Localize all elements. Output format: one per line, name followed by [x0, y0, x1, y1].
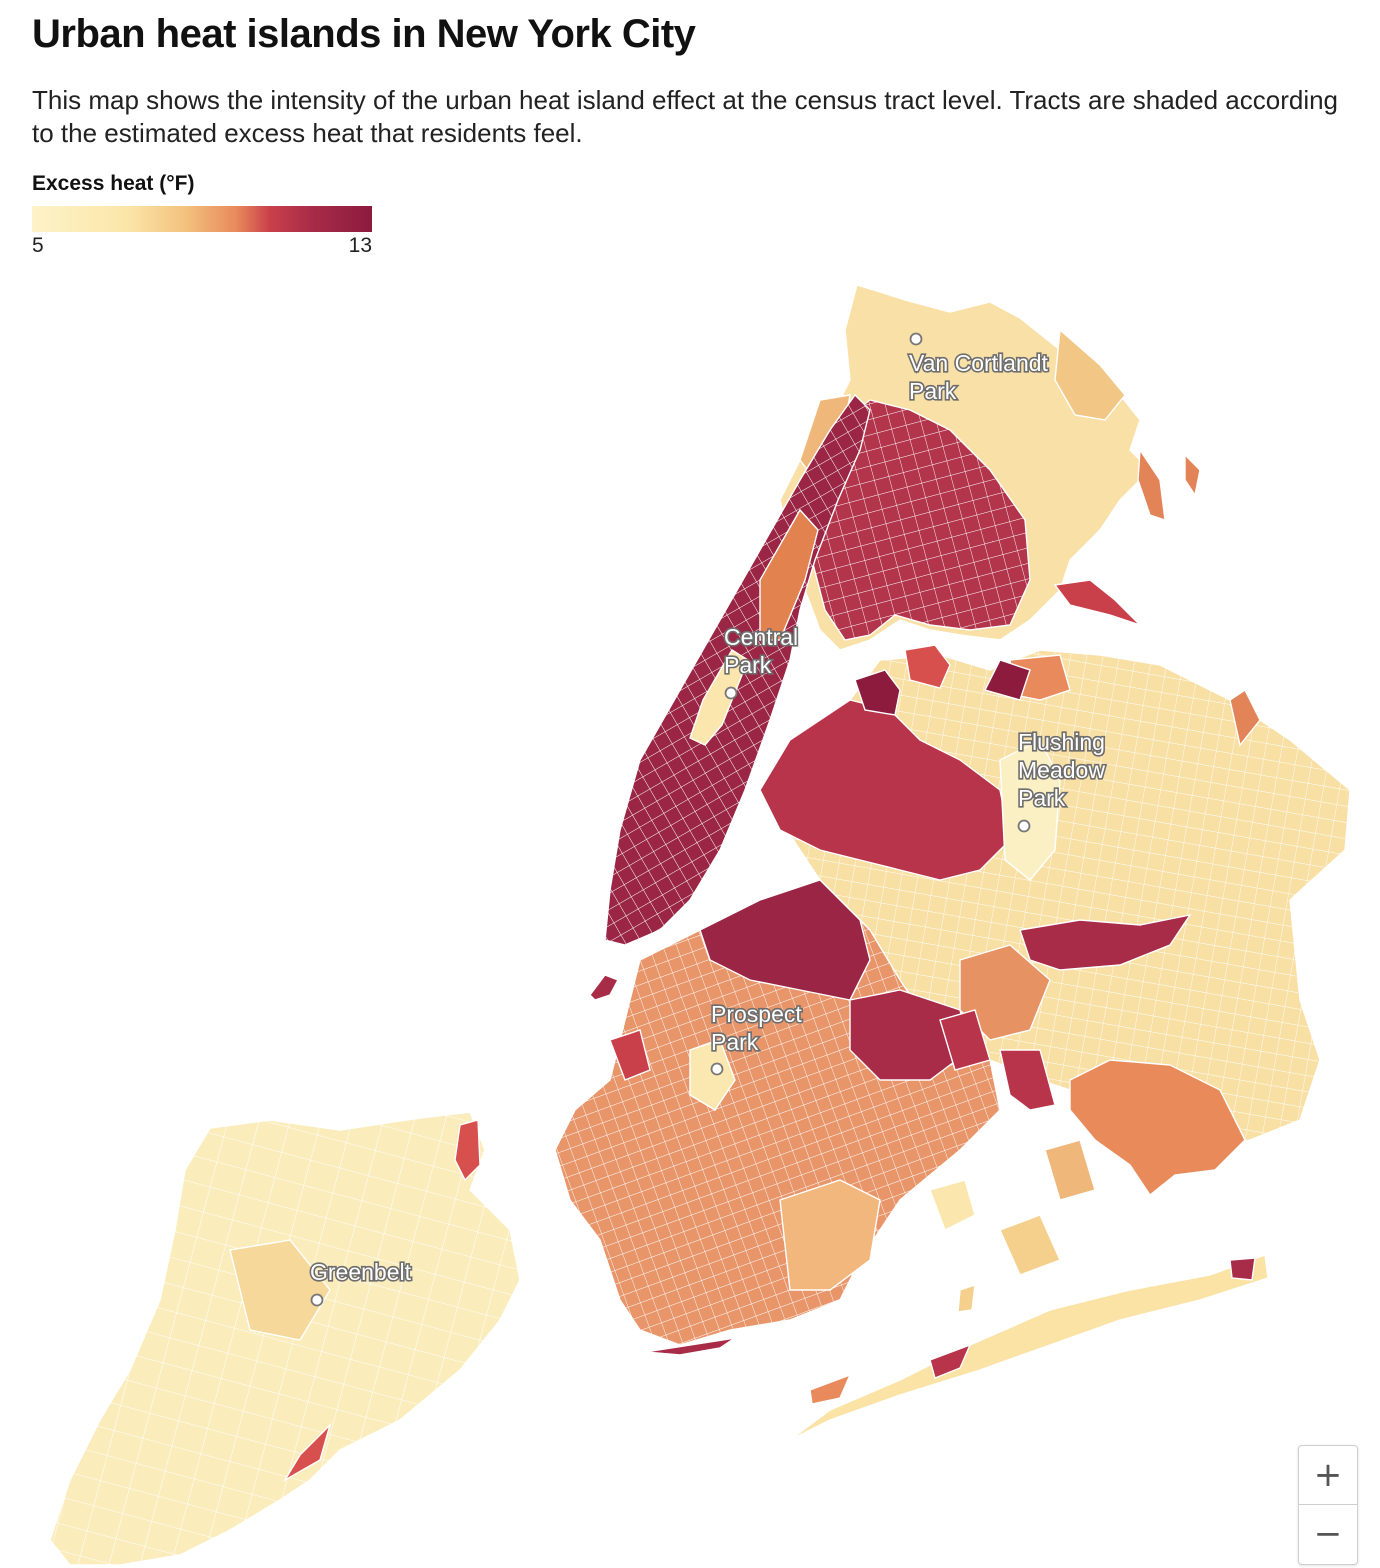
color-legend: Excess heat (°F) 5 13: [32, 172, 372, 260]
greenbelt-label: Greenbelt: [310, 1259, 412, 1285]
greenbelt-marker: [310, 1293, 324, 1307]
upper-manhattan-tracts[interactable]: [759, 508, 819, 641]
jfk-airport[interactable]: [1069, 1059, 1246, 1197]
flushing-label-1: Flushing: [1018, 729, 1105, 755]
central-park-label-1: Central: [724, 624, 798, 650]
place-labels: Van Cortlandt Park Central Park Flushing…: [308, 332, 1107, 1307]
flushing-label-2: Meadow: [1018, 757, 1105, 783]
brooklyn-borough[interactable]: [554, 879, 1001, 1356]
legend-min-label: 5: [32, 234, 44, 257]
bushwick-hot[interactable]: [849, 989, 971, 1081]
prospect-park-label-2: Park: [711, 1029, 759, 1055]
choropleth-map[interactable]: Van Cortlandt Park Central Park Flushing…: [0, 270, 1380, 1568]
randalls-island[interactable]: [854, 669, 901, 716]
zoom-in-button[interactable]: +: [1313, 1455, 1343, 1495]
van-cortlandt-label-2: Park: [909, 378, 957, 404]
si-mid-tracts[interactable]: [229, 1239, 331, 1341]
staten-island-borough[interactable]: [49, 1111, 521, 1566]
rockaway-peninsula[interactable]: [789, 1254, 1269, 1441]
rikers-island[interactable]: [904, 644, 951, 689]
governors-island[interactable]: [589, 974, 619, 1001]
bronx-hot-core[interactable]: [804, 399, 1031, 641]
map-canvas[interactable]: Van Cortlandt Park Central Park Flushing…: [0, 270, 1380, 1568]
manhattan-borough[interactable]: [589, 393, 871, 1001]
prospect-park-marker: [710, 1062, 724, 1076]
legend-ticks: 5 13: [32, 234, 372, 260]
rockaway-hot-tract[interactable]: [929, 1343, 972, 1379]
central-park-area[interactable]: [689, 649, 749, 746]
bronx-south-tract[interactable]: [1053, 579, 1141, 626]
jamaica-bay-islands: [929, 1139, 1096, 1313]
bay-island: [929, 1179, 976, 1231]
queens-borough[interactable]: [759, 649, 1351, 1197]
bronx-east-tract[interactable]: [1054, 328, 1126, 421]
zoom-control: + −: [1298, 1445, 1358, 1565]
bay-island: [999, 1214, 1061, 1276]
coney-island-strip[interactable]: [644, 1337, 736, 1356]
queens-hot-strip[interactable]: [999, 1049, 1056, 1111]
jamaica-hot-tracts[interactable]: [1019, 913, 1192, 971]
zoom-out-button[interactable]: −: [1299, 1504, 1357, 1563]
queens-east-tract[interactable]: [1229, 688, 1261, 747]
red-hook-tract[interactable]: [609, 1029, 651, 1081]
prospect-park-label-1: Prospect: [711, 1001, 802, 1027]
bay-island: [1044, 1139, 1096, 1201]
si-south-shore-tract[interactable]: [283, 1422, 332, 1482]
prospect-park[interactable]: [689, 1039, 736, 1111]
flushing-label-3: Park: [1018, 785, 1066, 811]
page-title: Urban heat islands in New York City: [32, 12, 696, 56]
central-park-marker: [724, 686, 738, 700]
van-cortlandt-label-1: Van Cortlandt: [909, 350, 1049, 376]
north-brooklyn-hot[interactable]: [699, 879, 871, 1001]
bronx-shore-tract[interactable]: [1137, 447, 1166, 522]
east-ny-tracts[interactable]: [939, 1009, 991, 1071]
bronx-shore-tract-2[interactable]: [1184, 453, 1201, 497]
flushing-meadow-park[interactable]: [999, 739, 1061, 881]
south-brooklyn-tracts[interactable]: [779, 1179, 881, 1291]
page-subtitle: This map shows the intensity of the urba…: [32, 85, 1339, 148]
flushing-marker: [1017, 819, 1031, 833]
legend-color-ramp: [32, 206, 372, 232]
laguardia-tract[interactable]: [983, 659, 1031, 701]
legend-max-label: 13: [348, 234, 372, 257]
si-north-shore-tract[interactable]: [454, 1119, 481, 1182]
bay-island: [957, 1283, 976, 1313]
bronx-borough[interactable]: [779, 284, 1201, 651]
central-park-label-2: Park: [724, 652, 772, 678]
breezy-point-tract[interactable]: [809, 1373, 852, 1405]
legend-title: Excess heat (°F): [32, 172, 195, 195]
rockaway-tracts[interactable]: [789, 1254, 1269, 1441]
staten-island-tracts[interactable]: [49, 1111, 521, 1566]
far-rockaway-tract[interactable]: [1229, 1257, 1256, 1281]
van-cortlandt-marker: [909, 332, 923, 346]
